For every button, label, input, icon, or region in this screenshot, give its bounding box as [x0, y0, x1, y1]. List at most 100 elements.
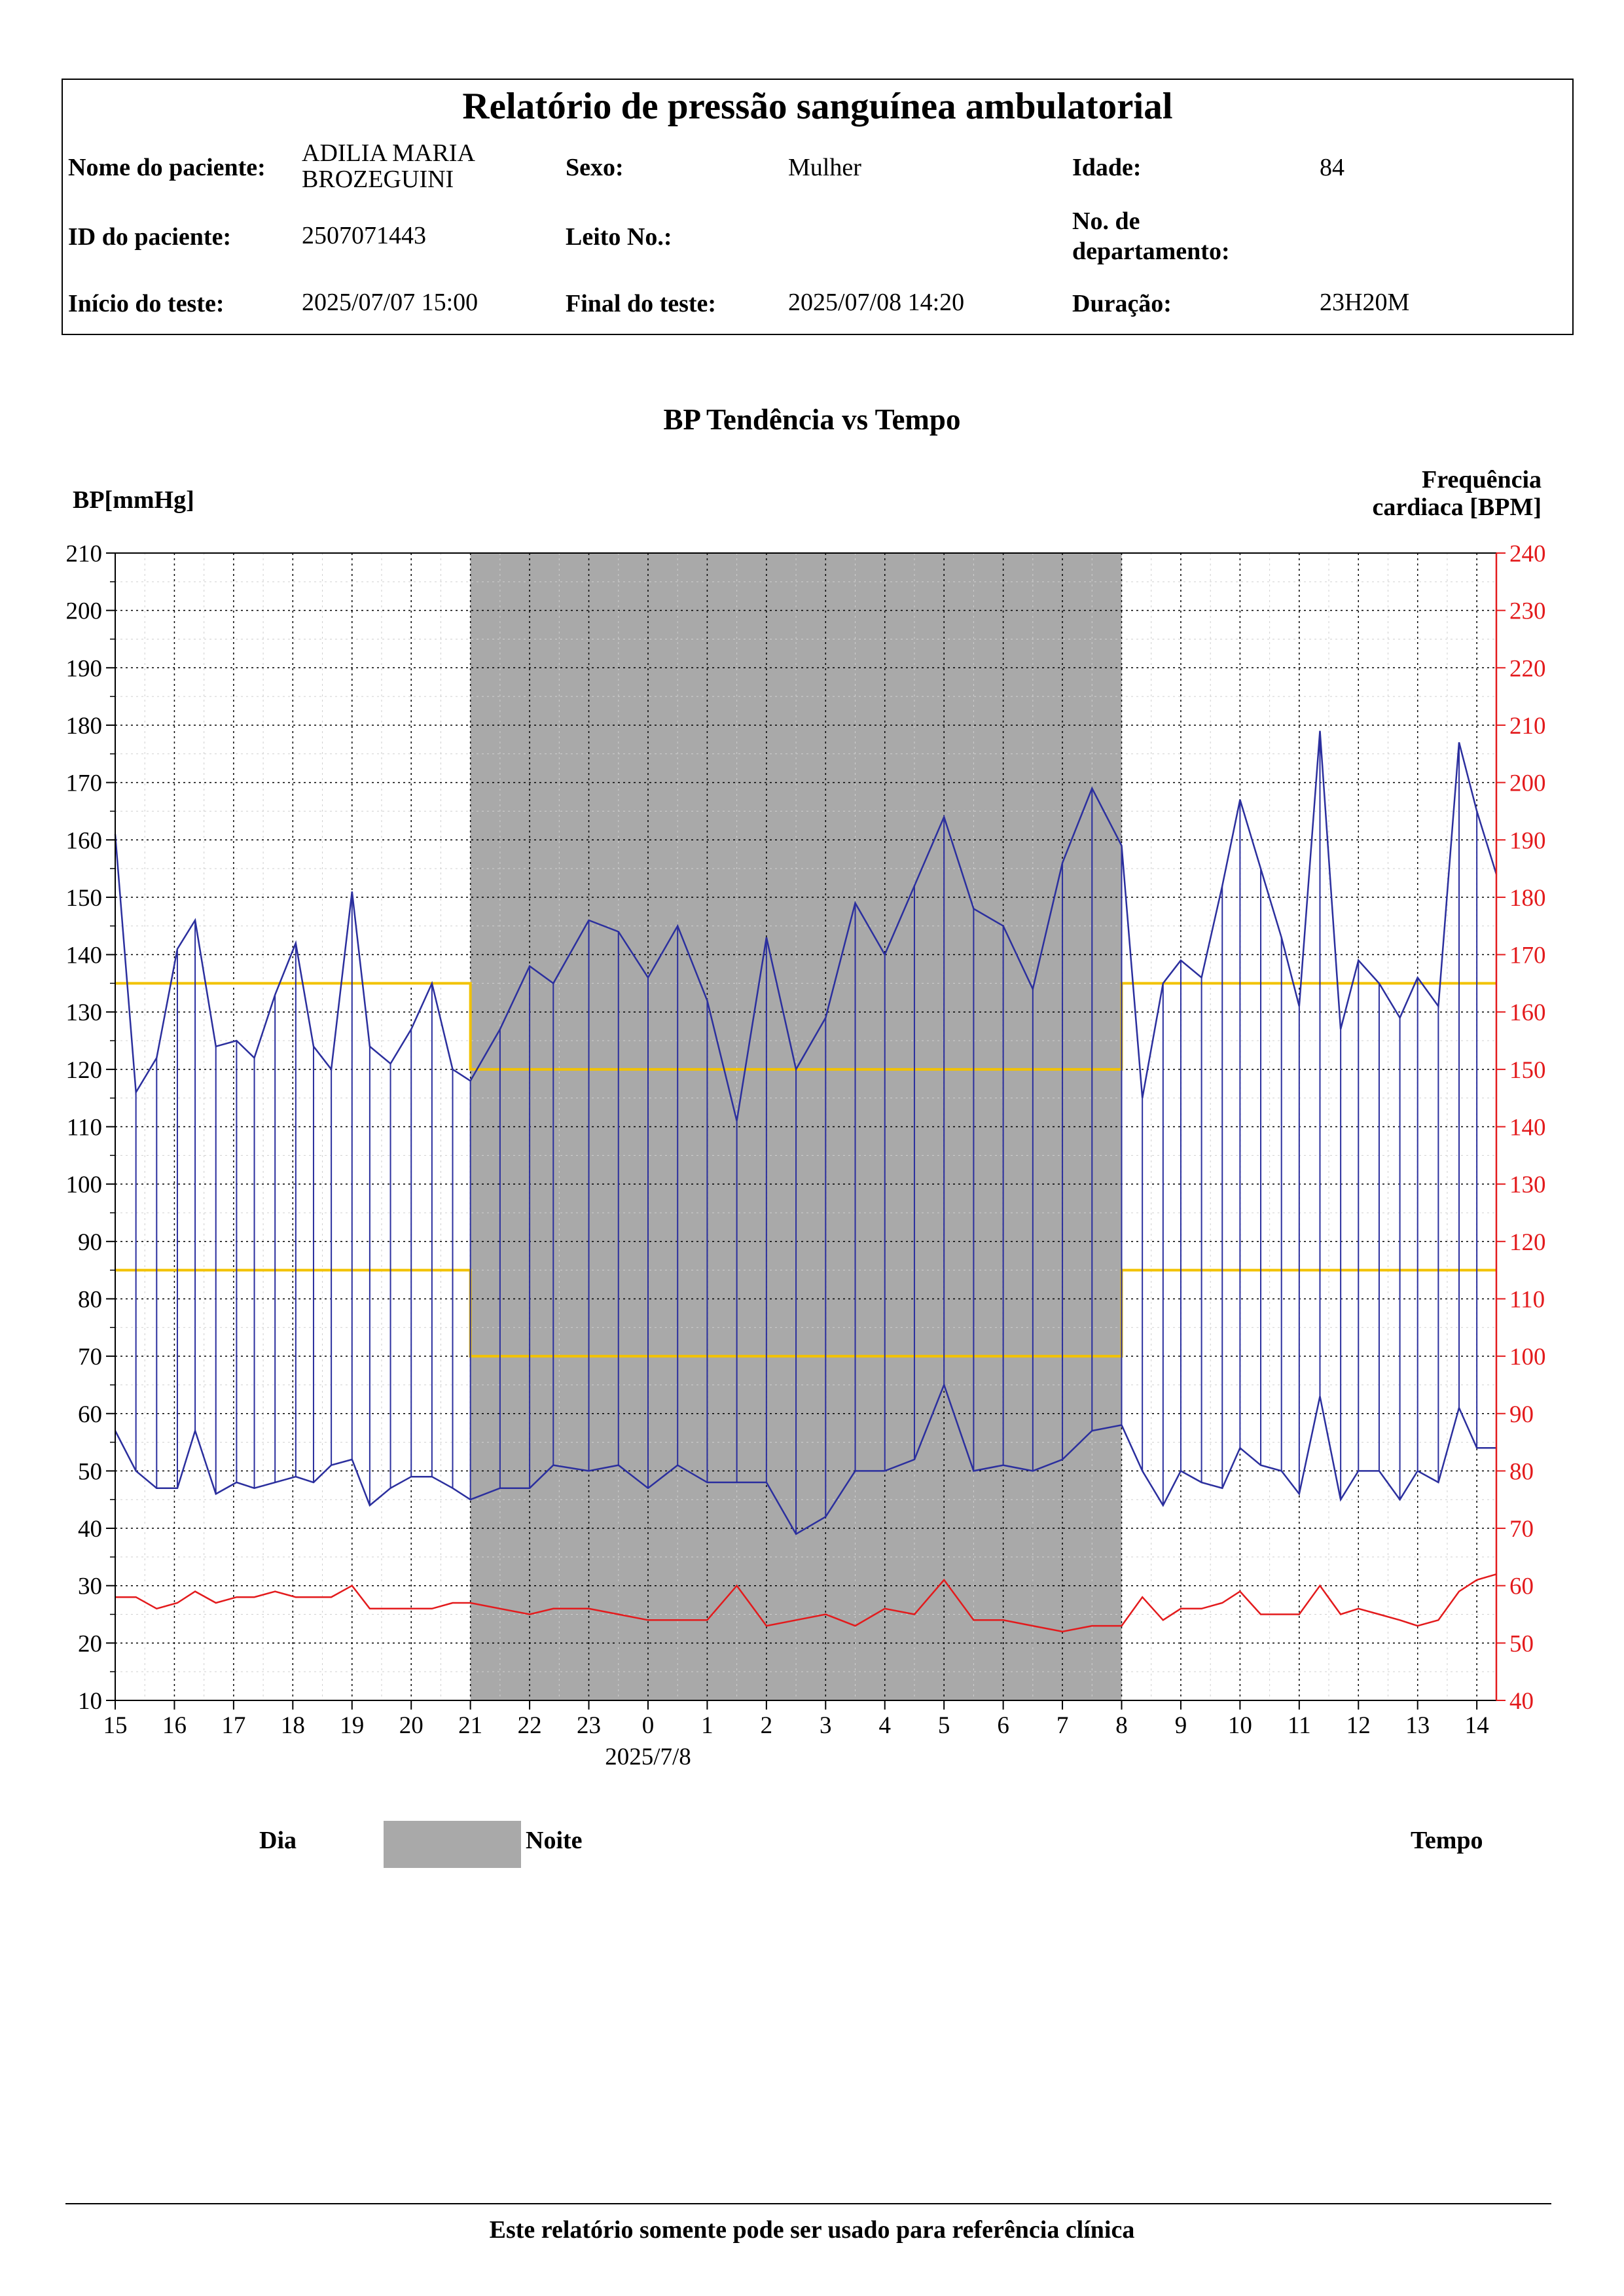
right-axis-tick-label: 180 [1509, 885, 1546, 912]
legend-day-label: Dia [259, 1827, 297, 1854]
left-axis-tick-label: 40 [78, 1516, 102, 1543]
sex-label: Sexo: [566, 154, 624, 181]
x-axis-tick-label: 10 [1228, 1712, 1252, 1739]
report-header: Relatório de pressão sanguínea ambulator… [62, 79, 1574, 335]
left-axis-tick-label: 120 [66, 1057, 103, 1084]
patient-name-line1: ADILIA MARIA [302, 139, 475, 167]
patient-id-value: 2507071443 [302, 222, 426, 249]
left-axis-tick-label: 170 [66, 770, 103, 797]
right-axis-tick-label: 90 [1509, 1401, 1534, 1428]
y-axis-right-title: Frequência cardiaca [BPM] [1280, 466, 1542, 521]
x-axis-tick-label: 15 [103, 1712, 128, 1739]
right-axis-tick-label: 60 [1509, 1573, 1534, 1600]
legend-night-swatch [384, 1821, 521, 1868]
left-axis-tick-label: 30 [78, 1573, 102, 1600]
y-axis-right-title-line1: Frequência [1422, 466, 1542, 493]
right-axis-tick-label: 110 [1509, 1286, 1545, 1313]
legend-night-label: Noite [526, 1827, 583, 1854]
x-axis-tick-label: 9 [1175, 1712, 1187, 1739]
left-axis-tick-label: 150 [66, 885, 103, 912]
right-axis-tick-label: 190 [1509, 827, 1546, 854]
x-axis-tick-label: 3 [820, 1712, 832, 1739]
x-axis-tick-label: 8 [1115, 1712, 1128, 1739]
x-axis-tick-label: 1 [701, 1712, 713, 1739]
x-axis-tick-label: 5 [938, 1712, 950, 1739]
end-value: 2025/07/08 14:20 [788, 289, 965, 316]
x-axis-tick-label: 12 [1346, 1712, 1371, 1739]
y-axis-left-title: BP[mmHg] [73, 486, 194, 514]
x-axis-date-label: 2025/7/8 [605, 1744, 691, 1770]
end-label: Final do teste: [566, 290, 717, 317]
systolic-series-line [114, 730, 1498, 1121]
left-axis-tick-label: 110 [67, 1115, 102, 1141]
left-axis-tick-label: 70 [78, 1344, 102, 1371]
footer-note: Este relatório somente pode ser usado pa… [489, 2216, 1135, 2244]
sex-value: Mulher [788, 154, 861, 181]
right-axis-tick-label: 210 [1509, 713, 1546, 740]
x-axis-tick-label: 16 [162, 1712, 187, 1739]
heart-rate-series-line [115, 1573, 1497, 1633]
left-axis-tick-label: 160 [66, 827, 103, 854]
diastolic-series-line [114, 1382, 1496, 1535]
patient-name-line2: BROZEGUINI [302, 166, 454, 193]
right-axis-tick-label: 240 [1509, 541, 1546, 567]
x-axis-tick-label: 17 [221, 1712, 245, 1739]
footer-divider [65, 2203, 1551, 2204]
x-axis-tick-label: 23 [577, 1712, 601, 1739]
dept-label-line2: departamento: [1072, 238, 1230, 265]
x-axis-tick-label: 7 [1056, 1712, 1069, 1739]
right-axis-tick-label: 130 [1509, 1172, 1546, 1198]
x-axis-tick-label: 14 [1465, 1712, 1489, 1739]
left-axis-tick-label: 90 [78, 1229, 102, 1256]
left-axis-tick-label: 140 [66, 942, 103, 969]
x-axis-tick-label: 18 [281, 1712, 305, 1739]
duration-value: 23H20M [1320, 289, 1410, 316]
x-axis-tick-label: 4 [878, 1712, 891, 1739]
right-axis-tick-label: 170 [1509, 942, 1546, 969]
left-axis-tick-label: 180 [66, 713, 103, 740]
left-axis-tick-label: 80 [78, 1286, 102, 1313]
right-axis-tick-label: 100 [1509, 1344, 1546, 1371]
x-axis-tick-label: 20 [399, 1712, 424, 1739]
left-axis-tick-label: 50 [78, 1458, 102, 1485]
y-axis-right-title-line2: cardiaca [BPM] [1372, 493, 1542, 521]
start-value: 2025/07/07 15:00 [302, 289, 478, 316]
bed-label: Leito No.: [566, 223, 672, 251]
right-axis-tick-label: 230 [1509, 598, 1546, 625]
report-title: Relatório de pressão sanguínea ambulator… [462, 86, 1173, 127]
chart-title: BP Tendência vs Tempo [663, 403, 961, 436]
start-label: Início do teste: [68, 290, 225, 317]
left-axis-tick-label: 20 [78, 1630, 102, 1657]
legend-time-label: Tempo [1411, 1827, 1483, 1854]
age-value: 84 [1320, 154, 1344, 181]
bp-trend-chart: 1020304050607080901001101201301401501601… [66, 541, 1546, 1770]
left-axis-tick-label: 10 [78, 1688, 102, 1715]
x-axis-tick-label: 11 [1288, 1712, 1311, 1739]
x-axis-tick-label: 0 [642, 1712, 655, 1739]
left-axis-tick-label: 190 [66, 655, 103, 682]
right-axis-tick-label: 70 [1509, 1516, 1534, 1543]
right-axis-tick-label: 140 [1509, 1115, 1546, 1141]
age-label: Idade: [1072, 154, 1142, 181]
right-axis-tick-label: 80 [1509, 1458, 1534, 1485]
dept-label-line1: No. de [1072, 207, 1140, 235]
x-axis-tick-label: 19 [340, 1712, 364, 1739]
right-axis-tick-label: 50 [1509, 1630, 1534, 1657]
left-axis-tick-label: 200 [66, 598, 103, 625]
x-axis-tick-label: 13 [1405, 1712, 1430, 1739]
right-axis-tick-label: 40 [1509, 1688, 1534, 1715]
left-axis-tick-label: 60 [78, 1401, 102, 1428]
left-axis-tick-label: 130 [66, 999, 103, 1026]
left-axis-tick-label: 210 [66, 541, 103, 567]
right-axis-tick-label: 120 [1509, 1229, 1546, 1256]
right-axis-tick-label: 200 [1509, 770, 1546, 797]
x-axis-tick-label: 6 [997, 1712, 1009, 1739]
left-axis-tick-label: 100 [66, 1172, 103, 1198]
x-axis-tick-label: 2 [761, 1712, 773, 1739]
right-axis-tick-label: 220 [1509, 655, 1546, 682]
right-axis-tick-label: 150 [1509, 1057, 1546, 1084]
duration-label: Duração: [1072, 290, 1172, 317]
x-axis-tick-label: 21 [458, 1712, 482, 1739]
patient-id-label: ID do paciente: [68, 223, 232, 251]
patient-name-label: Nome do paciente: [68, 154, 266, 181]
